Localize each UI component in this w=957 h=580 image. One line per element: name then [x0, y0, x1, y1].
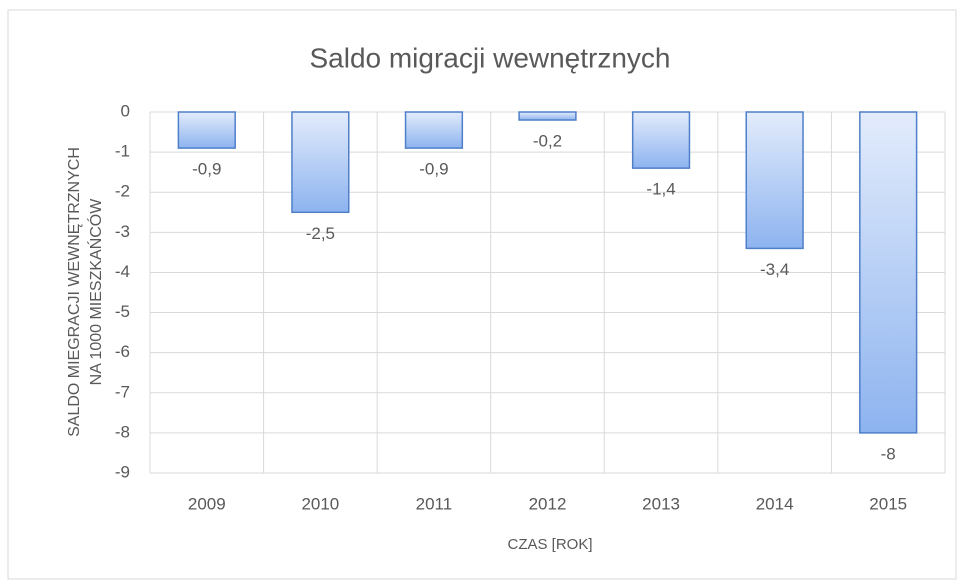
- y-tick-label: -2: [115, 182, 130, 201]
- y-tick-label: -3: [115, 222, 130, 241]
- y-axis-label-line: SALDO MIEGRACJI WEWNĘTRZNYCH: [66, 147, 83, 437]
- value-label: -2,5: [306, 224, 335, 243]
- x-tick-label: 2010: [301, 494, 339, 513]
- x-tick-label: 2013: [642, 494, 680, 513]
- x-tick-label: 2015: [869, 494, 907, 513]
- bar: [518, 111, 577, 121]
- x-tick-label: 2014: [756, 494, 794, 513]
- bar: [859, 111, 918, 434]
- value-label: -0,9: [192, 160, 221, 179]
- chart-title: Saldo migracji wewnętrznych: [309, 42, 670, 73]
- y-tick-label: -4: [115, 262, 130, 281]
- bar: [291, 111, 350, 214]
- value-label: -0,9: [419, 160, 448, 179]
- value-label: -0,2: [533, 132, 562, 151]
- y-tick-label: -7: [115, 382, 130, 401]
- bar: [745, 111, 804, 250]
- x-tick-label: 2012: [529, 494, 567, 513]
- bar: [177, 111, 236, 149]
- x-tick-label: 2011: [416, 494, 453, 513]
- bar: [404, 111, 464, 149]
- value-label: -8: [881, 444, 896, 463]
- y-tick-label: -8: [115, 422, 130, 441]
- x-axis-label: CZAS [ROK]: [507, 536, 592, 553]
- chart-border: [7, 9, 957, 580]
- x-tick-label: 2009: [188, 494, 226, 513]
- y-tick-label: -6: [115, 342, 130, 361]
- y-tick-label: -1: [115, 142, 130, 161]
- y-tick-label: -5: [115, 302, 130, 321]
- bar: [631, 111, 691, 169]
- value-label: -3,4: [760, 260, 789, 279]
- y-axis-label-line: NA 1000 MIESZKAŃCÓW: [86, 198, 105, 386]
- y-tick-label: -9: [115, 462, 130, 481]
- value-label: -1,4: [646, 180, 675, 199]
- y-axis-label: SALDO MIEGRACJI WEWNĘTRZNYCH NA 1000 MIE…: [66, 147, 105, 437]
- y-tick-label: 0: [121, 101, 130, 120]
